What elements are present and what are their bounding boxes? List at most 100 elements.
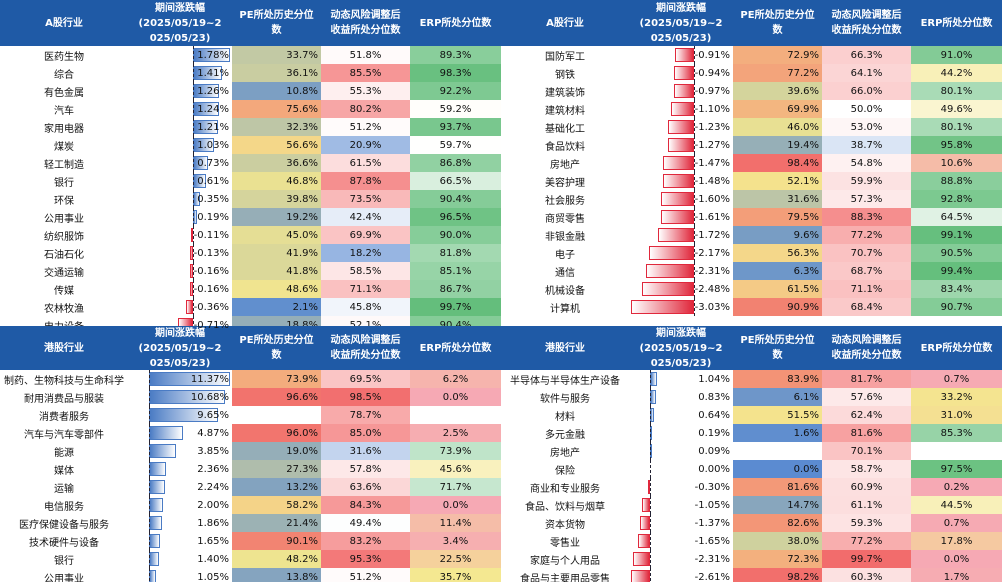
erp-percentile: 45.6% — [410, 460, 501, 478]
zero-axis — [693, 226, 695, 244]
zero-axis — [649, 388, 651, 406]
a_share-row-right: 基础化工 -1.23% 46.0% 53.0% 80.1% — [501, 118, 1002, 136]
change-cell: 0.19% — [629, 424, 733, 442]
risk-percentile: 58.5% — [321, 262, 410, 280]
hk-header-pe-left: PE所处历史分位 数 — [232, 326, 321, 370]
change-value: -0.13% — [193, 247, 229, 259]
change-value: -1.47% — [694, 157, 730, 169]
hk-row-right: 软件与服务 0.83% 6.1% 57.6% 33.2% — [501, 388, 1002, 406]
hk-row-left: 媒体 2.36% 27.3% 57.8% 45.6% — [0, 460, 501, 478]
zero-axis — [649, 442, 651, 460]
erp-percentile — [410, 406, 501, 424]
zero-axis — [148, 424, 150, 442]
erp-percentile: 44.5% — [911, 496, 1002, 514]
change-value: -0.30% — [694, 481, 730, 493]
change-value: -1.05% — [694, 499, 730, 511]
change-value: 0.00% — [698, 463, 730, 475]
a_share-header-pe-right: PE所处历史分位 数 — [733, 0, 822, 46]
change-cell: 0.09% — [629, 442, 733, 460]
risk-percentile: 54.8% — [822, 154, 911, 172]
a_share-row-left: 煤炭 1.03% 56.6% 20.9% 59.7% — [0, 136, 501, 154]
industry-name: 食品与主要用品零售 — [520, 573, 610, 582]
change-value: -0.91% — [694, 49, 730, 61]
industry-name: 农林牧渔 — [44, 303, 84, 315]
a_share-row-right: 建筑材料 -1.10% 69.9% 50.0% 49.6% — [501, 100, 1002, 118]
change-bar — [647, 480, 650, 494]
pe-percentile: 19.0% — [232, 442, 321, 460]
industry-name: 家用电器 — [44, 123, 84, 135]
zero-axis — [148, 532, 150, 550]
change-value: -1.65% — [694, 535, 730, 547]
zero-axis — [649, 460, 651, 478]
a_share-row-left: 农林牧渔 -0.36% 2.1% 45.8% 99.7% — [0, 298, 501, 316]
zero-axis — [148, 514, 150, 532]
risk-percentile: 61.1% — [822, 496, 911, 514]
pe-percentile: 75.6% — [232, 100, 321, 118]
hk-row-right: 零售业 -1.65% 38.0% 77.2% 17.8% — [501, 532, 1002, 550]
industry-name: 计算机 — [550, 303, 580, 315]
change-cell: 0.61% — [128, 172, 232, 190]
industry-name: 零售业 — [550, 537, 580, 549]
change-cell: -1.37% — [629, 514, 733, 532]
change-cell: -1.48% — [629, 172, 733, 190]
change-value: 9.65% — [197, 409, 229, 421]
change-cell: 1.04% — [629, 370, 733, 388]
zero-axis — [148, 550, 150, 568]
change-value: -2.31% — [694, 265, 730, 277]
zero-axis — [148, 442, 150, 460]
zero-axis — [192, 244, 194, 262]
risk-percentile: 95.3% — [321, 550, 410, 568]
zero-axis — [148, 406, 150, 424]
zero-axis — [693, 280, 695, 298]
change-bar — [668, 120, 694, 134]
change-value: 2.00% — [197, 499, 229, 511]
a_share-row-right: 钢铁 -0.94% 77.2% 64.1% 44.2% — [501, 64, 1002, 82]
change-cell: -0.94% — [629, 64, 733, 82]
pe-percentile: 83.9% — [733, 370, 822, 388]
change-bar — [148, 516, 162, 530]
a_share-row-right: 社会服务 -1.60% 31.6% 57.3% 92.8% — [501, 190, 1002, 208]
change-cell: 0.19% — [128, 208, 232, 226]
zero-axis — [693, 154, 695, 172]
change-bar — [631, 300, 694, 314]
zero-axis — [649, 406, 651, 424]
change-bar — [189, 282, 193, 296]
change-value: 0.73% — [197, 157, 229, 169]
hk-row-left: 运输 2.24% 13.2% 63.6% 71.7% — [0, 478, 501, 496]
industry-name: 运输 — [54, 483, 74, 495]
change-value: -1.48% — [694, 175, 730, 187]
change-bar — [190, 246, 193, 260]
risk-percentile: 99.7% — [822, 550, 911, 568]
change-cell: 1.78% — [128, 46, 232, 64]
change-value: 0.35% — [197, 193, 229, 205]
change-bar — [658, 228, 694, 242]
erp-percentile: 99.4% — [911, 262, 1002, 280]
change-cell: -0.91% — [629, 46, 733, 64]
change-bar — [639, 516, 650, 530]
risk-percentile: 59.3% — [822, 514, 911, 532]
hk-row-right: 保险 0.00% 0.0% 58.7% 97.5% — [501, 460, 1002, 478]
change-value: -1.27% — [694, 139, 730, 151]
change-bar — [675, 48, 694, 62]
pe-percentile: 19.2% — [232, 208, 321, 226]
industry-name: 医药生物 — [44, 51, 84, 63]
risk-percentile: 80.2% — [321, 100, 410, 118]
zero-axis — [148, 388, 150, 406]
change-value: 1.04% — [698, 373, 730, 385]
risk-percentile: 59.9% — [822, 172, 911, 190]
change-value: 1.78% — [197, 49, 229, 61]
a_share-row-left: 医药生物 1.78% 33.7% 51.8% 89.3% — [0, 46, 501, 64]
zero-axis — [192, 190, 194, 208]
risk-percentile: 81.6% — [822, 424, 911, 442]
change-value: 0.61% — [197, 175, 229, 187]
change-cell: 0.64% — [629, 406, 733, 424]
pe-percentile: 33.7% — [232, 46, 321, 64]
change-bar — [660, 192, 694, 206]
erp-percentile: 71.7% — [410, 478, 501, 496]
change-cell: 10.68% — [128, 388, 232, 406]
zero-axis — [148, 496, 150, 514]
zero-axis — [693, 100, 695, 118]
zero-axis — [192, 172, 194, 190]
pe-percentile: 81.6% — [733, 478, 822, 496]
pe-percentile: 6.1% — [733, 388, 822, 406]
